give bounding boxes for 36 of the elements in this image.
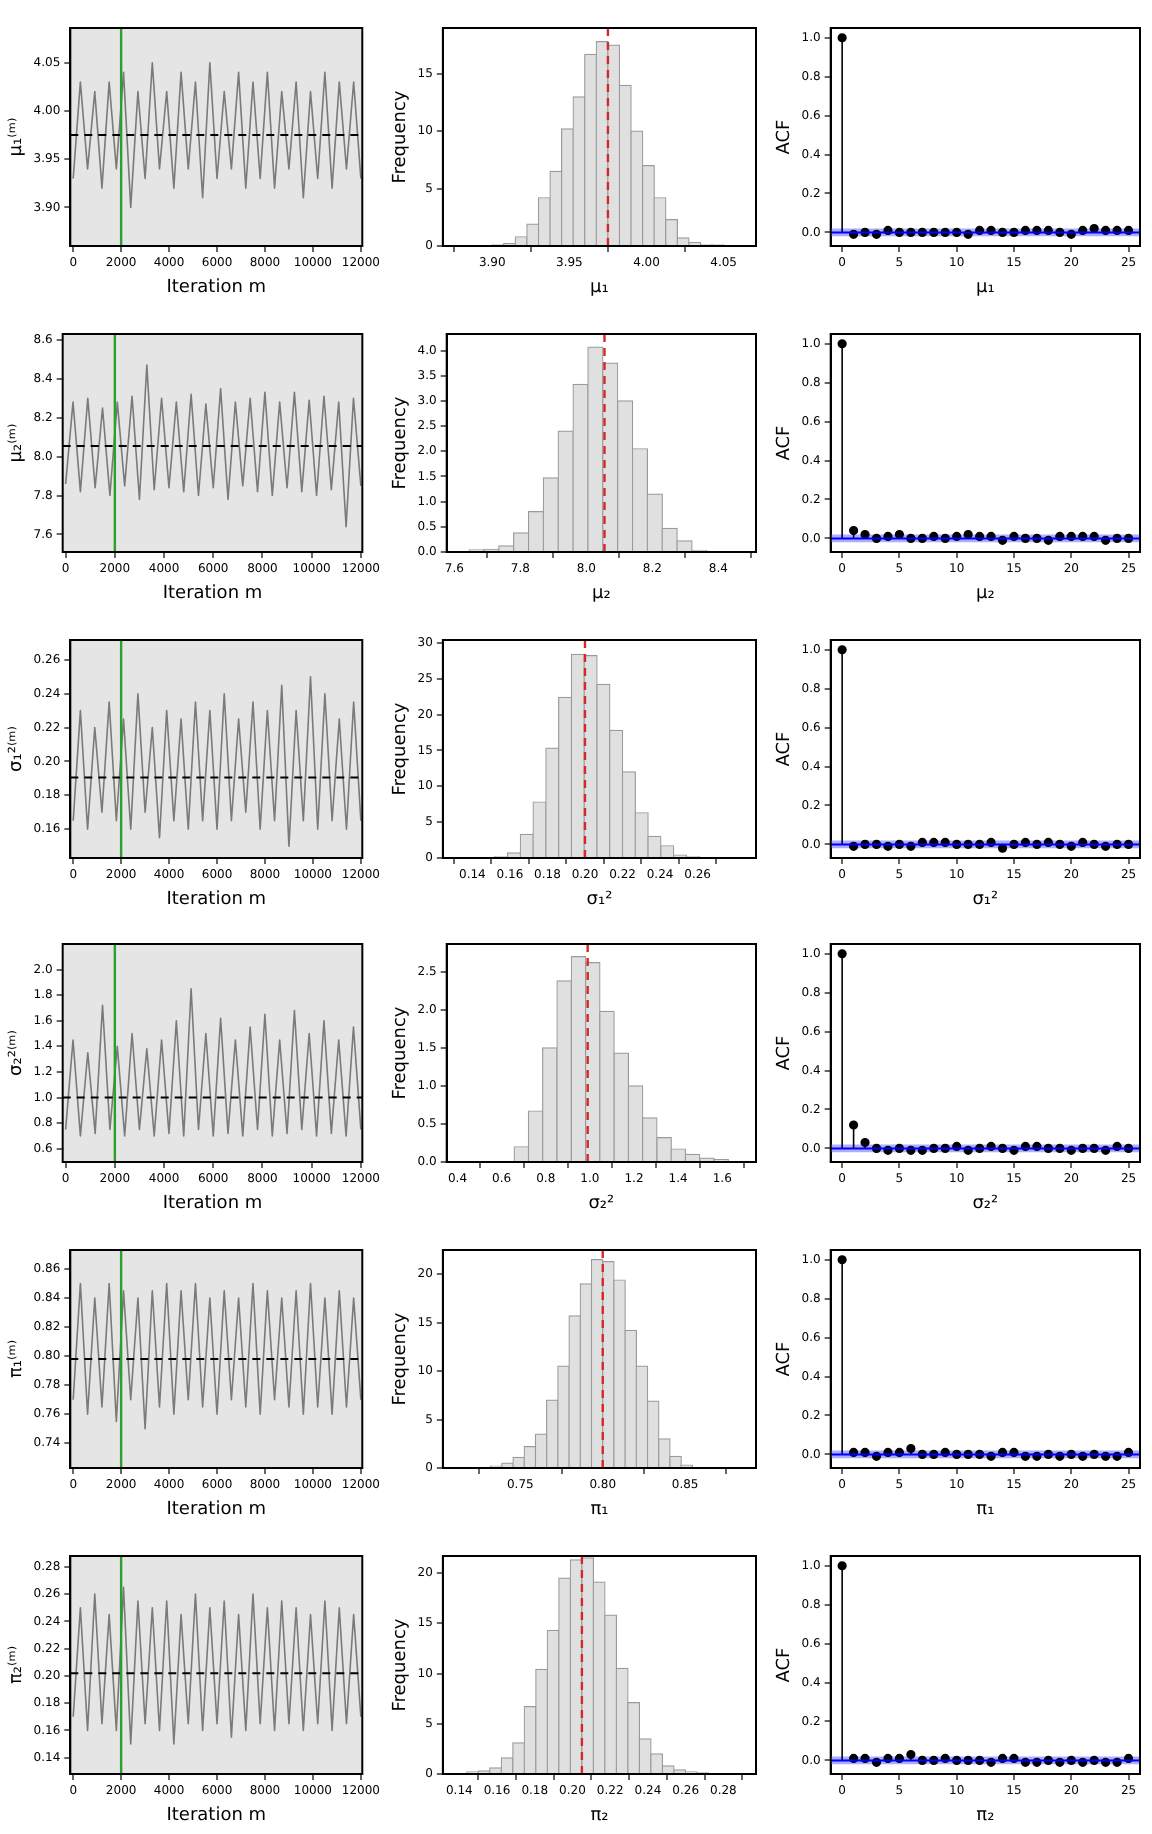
y-axis-title: Frequency [391,1311,412,1406]
x-axis-title: π₁ [976,1500,996,1521]
y-axis-title: μ₁⁽ᵐ⁾ [7,117,28,157]
x-axis-title: π₁ [590,1500,610,1521]
x-axis-title: σ₂² [972,1194,1000,1215]
x-axis-title: μ₁ [590,277,610,298]
y-axis-title: π₁⁽ᵐ⁾ [7,1340,28,1379]
x-axis-title: μ₁ [976,277,996,298]
x-axis-title: π₂ [590,1805,610,1826]
x-axis-title: Iteration m [166,1805,267,1826]
y-axis-title: σ₂²⁽ᵐ⁾ [7,1030,28,1077]
y-axis-title: ACF [775,425,796,461]
y-axis-title: ACF [775,1036,796,1072]
x-axis-title: μ₂ [592,583,612,604]
y-axis-title: ACF [775,1341,796,1377]
y-axis-title: ACF [775,730,796,766]
x-axis-title: π₂ [976,1805,996,1826]
y-axis-title: ACF [775,119,796,155]
y-axis-title: Frequency [391,700,412,795]
x-axis-title: μ₂ [976,583,996,604]
x-axis-title: Iteration m [166,889,267,910]
y-axis-title: μ₂⁽ᵐ⁾ [7,423,28,462]
x-axis-title: σ₁² [972,889,1000,910]
x-axis-title: Iteration m [166,1500,267,1521]
y-axis-title: Frequency [391,394,412,490]
y-axis-title: σ₁²⁽ᵐ⁾ [7,725,28,772]
x-axis-title: Iteration m [166,277,267,298]
y-axis-title: Frequency [391,1005,412,1101]
y-axis-title: π₂⁽ᵐ⁾ [7,1645,28,1685]
x-axis-title: σ₁² [586,889,614,910]
x-axis-title: Iteration m [162,583,263,604]
x-axis-title: σ₂² [588,1194,616,1215]
y-axis-title: ACF [775,1647,796,1683]
y-axis-title: Frequency [391,89,412,184]
x-axis-title: Iteration m [162,1194,263,1215]
y-axis-title: Frequency [391,1617,412,1712]
